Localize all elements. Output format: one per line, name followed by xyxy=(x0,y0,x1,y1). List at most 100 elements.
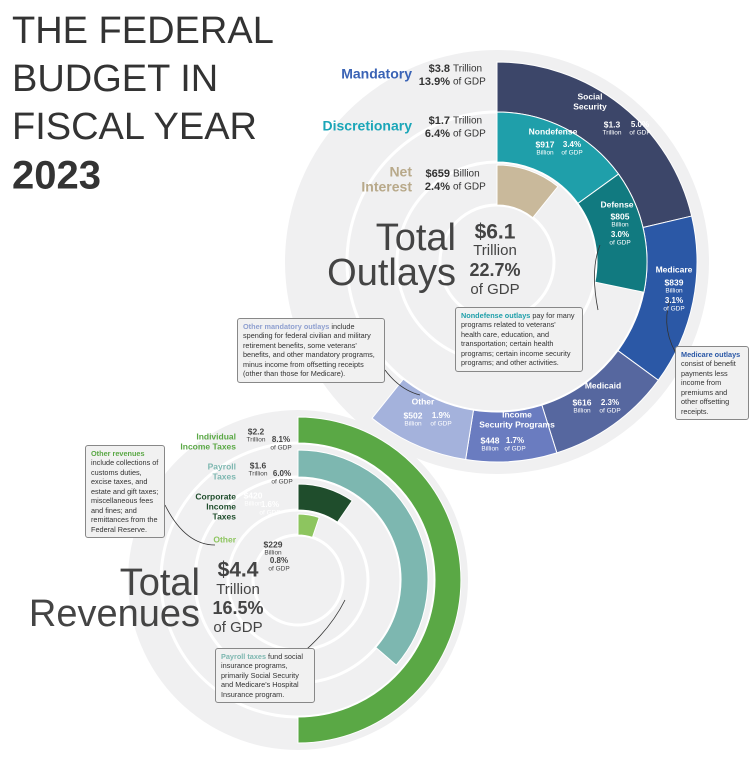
total-label: Total xyxy=(376,217,456,259)
group-gdp-label: of GDP xyxy=(453,77,486,88)
group-name: Net xyxy=(389,164,412,180)
segment-name: Nondefense xyxy=(529,126,578,136)
segment-gdp-label: of GDP xyxy=(430,421,451,428)
callout-text: consist of benefit payments less income … xyxy=(681,359,736,416)
ring-segment xyxy=(577,173,648,293)
group-unit: Trillion xyxy=(453,64,482,75)
callout-lead: Medicare outlays xyxy=(681,350,741,359)
segment-amount: $2.2 xyxy=(248,426,265,436)
segment-gdp: 1.9% xyxy=(432,411,450,420)
segment-amount: $1.6 xyxy=(250,460,267,470)
total-label: Total xyxy=(120,562,200,604)
group-gdp-label: of GDP xyxy=(453,129,486,140)
segment-name: Individual xyxy=(196,431,236,441)
segment-amount: $805 xyxy=(611,211,630,221)
group-amount: $3.8 xyxy=(429,63,450,75)
callout: Other revenues include collections of cu… xyxy=(85,445,165,539)
title-line: BUDGET IN xyxy=(12,58,218,100)
segment-gdp-label: of GDP xyxy=(629,130,650,137)
segment-gdp: 1.7% xyxy=(506,436,524,445)
group-name: Mandatory xyxy=(341,66,412,82)
segment-name: Security Programs xyxy=(479,419,555,429)
segment-amount: $448 xyxy=(481,435,500,445)
segment-name: Medicare xyxy=(656,264,693,274)
callout-lead: Nondefense outlays xyxy=(461,311,531,320)
segment-gdp: 6.0% xyxy=(273,469,291,478)
total-gdp-label: of GDP xyxy=(470,281,519,298)
callout-text: fund social insurance programs, primaril… xyxy=(221,652,303,699)
callout: Other mandatory outlays include spending… xyxy=(237,318,385,383)
total-label: Outlays xyxy=(327,252,456,294)
segment-name: Security xyxy=(573,101,607,111)
segment-unit: Trillion xyxy=(247,437,266,444)
segment-unit: Trillion xyxy=(603,130,622,137)
segment-gdp-label: of GDP xyxy=(663,306,684,313)
segment-name: Defense xyxy=(600,199,633,209)
title-line: THE FEDERAL xyxy=(12,10,274,52)
segment-amount: $502 xyxy=(404,410,423,420)
segment-gdp: 0.8% xyxy=(270,556,288,565)
group-name: Discretionary xyxy=(323,118,413,134)
ring-segment xyxy=(297,416,462,744)
segment-unit: Billion xyxy=(264,550,282,557)
segment-gdp-label: of GDP xyxy=(268,566,289,573)
ring-segment xyxy=(371,378,475,461)
callout-lead: Other revenues xyxy=(91,449,145,458)
segment-gdp-label: of GDP xyxy=(504,446,525,453)
segment-gdp-label: of GDP xyxy=(270,445,291,452)
group-gdp: 6.4% xyxy=(425,128,450,140)
total-unit: Trillion xyxy=(216,581,260,598)
segment-amount: $229 xyxy=(264,539,283,549)
total-gdp-label: of GDP xyxy=(213,619,262,636)
group-gdp: 13.9% xyxy=(419,76,450,88)
segment-name: Corporate xyxy=(195,491,236,501)
segment-gdp-label: of GDP xyxy=(609,240,630,247)
segment-gdp: 8.1% xyxy=(272,435,290,444)
callout: Payroll taxes fund social insurance prog… xyxy=(215,648,315,704)
ring-segment xyxy=(297,513,320,539)
callout-lead: Other mandatory outlays xyxy=(243,322,330,331)
total-label: Revenues xyxy=(29,593,200,635)
segment-name: Medicaid xyxy=(585,380,621,390)
segment-amount: $917 xyxy=(536,139,555,149)
title-year: 2023 xyxy=(12,154,101,198)
segment-gdp: 1.6% xyxy=(261,500,279,509)
segment-gdp-label: of GDP xyxy=(561,150,582,157)
segment-unit: Billion xyxy=(536,150,554,157)
segment-unit: Billion xyxy=(665,288,683,295)
segment-name: Social xyxy=(577,91,602,101)
segment-name: Income Taxes xyxy=(180,441,236,451)
segment-name: Payroll xyxy=(208,461,236,471)
ring-segment xyxy=(297,483,353,523)
segment-name: Income xyxy=(206,501,236,511)
segment-amount: $616 xyxy=(573,397,592,407)
segment-gdp-label: of GDP xyxy=(259,510,280,517)
total-amount: $4.4 xyxy=(218,559,259,582)
group-unit: Billion xyxy=(453,169,480,180)
group-unit: Trillion xyxy=(453,116,482,127)
segment-name: Other xyxy=(412,396,435,406)
segment-unit: Trillion xyxy=(249,471,268,478)
callout-lead: Payroll taxes xyxy=(221,652,267,661)
total-gdp: 22.7% xyxy=(469,260,520,280)
segment-unit: Billion xyxy=(404,421,422,428)
segment-unit: Billion xyxy=(481,446,499,453)
ring-segment xyxy=(297,449,429,666)
segment-amount: $1.3 xyxy=(604,119,621,129)
total-gdp: 16.5% xyxy=(212,598,263,618)
callout: Nondefense outlays pay for many programs… xyxy=(455,307,583,372)
group-name: Interest xyxy=(361,179,412,195)
rings xyxy=(297,61,698,744)
segment-unit: Billion xyxy=(611,222,629,229)
segment-gdp: 3.1% xyxy=(665,296,683,305)
group-gdp: 2.4% xyxy=(425,181,450,193)
title-line: FISCAL YEAR xyxy=(12,106,257,148)
segment-gdp-label: of GDP xyxy=(599,408,620,415)
segment-gdp-label: of GDP xyxy=(271,479,292,486)
total-amount: $6.1 xyxy=(475,221,516,244)
callout-text: include spending for federal civilian an… xyxy=(243,322,375,379)
segment-unit: Billion xyxy=(573,408,591,415)
segment-gdp: 3.4% xyxy=(563,140,581,149)
